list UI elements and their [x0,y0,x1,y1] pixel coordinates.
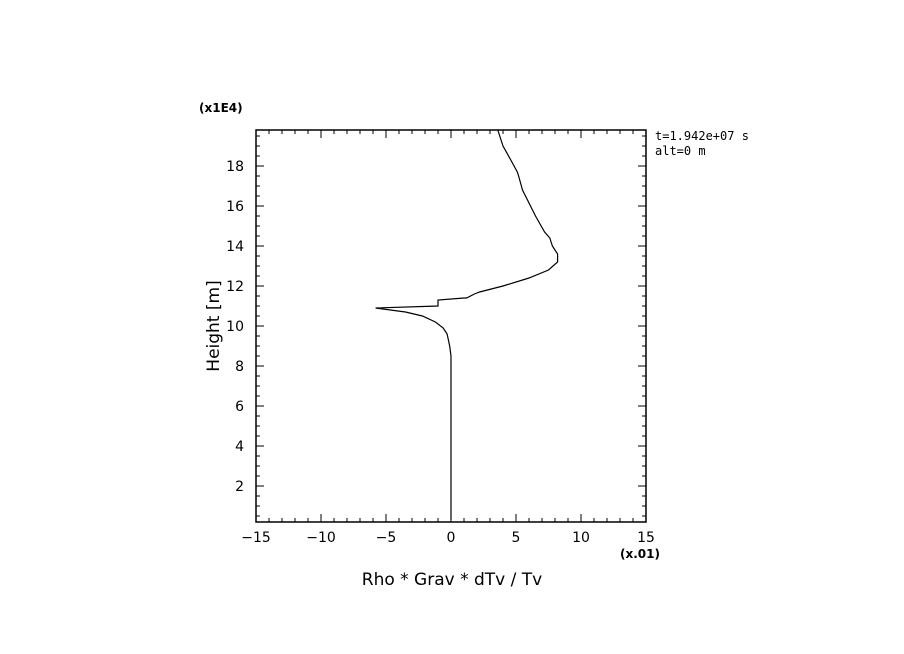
y-tick-label: 16 [226,199,244,215]
y-ticks [256,135,646,517]
y-tick-label: 4 [235,439,244,455]
y-tick-label: 8 [235,359,244,375]
y-tick-label: 6 [235,399,244,415]
time-annotation: t=1.942e+07 s [655,129,749,143]
y-axis-title: Height [m] [204,280,224,371]
x-tick-label: −15 [241,530,271,546]
y-tick-label: 10 [226,319,244,335]
y-tick-labels: 2 4 6 8 10 12 14 16 18 [226,159,244,495]
x-tick-label: 15 [637,530,655,546]
x-tick-label: 0 [447,530,456,546]
y-tick-label: 2 [235,479,244,495]
x-tick-label: 10 [572,530,590,546]
x-multiplier: (x.01) [620,547,660,561]
y-multiplier: (x1E4) [199,101,243,115]
x-ticks [255,130,647,522]
x-tick-label: −10 [306,530,336,546]
x-tick-label: 5 [512,530,521,546]
y-tick-label: 14 [226,239,244,255]
y-tick-label: 12 [226,279,244,295]
series-line [375,129,559,520]
y-tick-label: 18 [226,159,244,175]
x-tick-labels: −15 −10 −5 0 5 10 15 [241,530,655,546]
x-axis-title: Rho * Grav * dTv / Tv [362,570,542,590]
alt-annotation: alt=0 m [655,144,706,158]
x-tick-label: −5 [376,530,397,546]
